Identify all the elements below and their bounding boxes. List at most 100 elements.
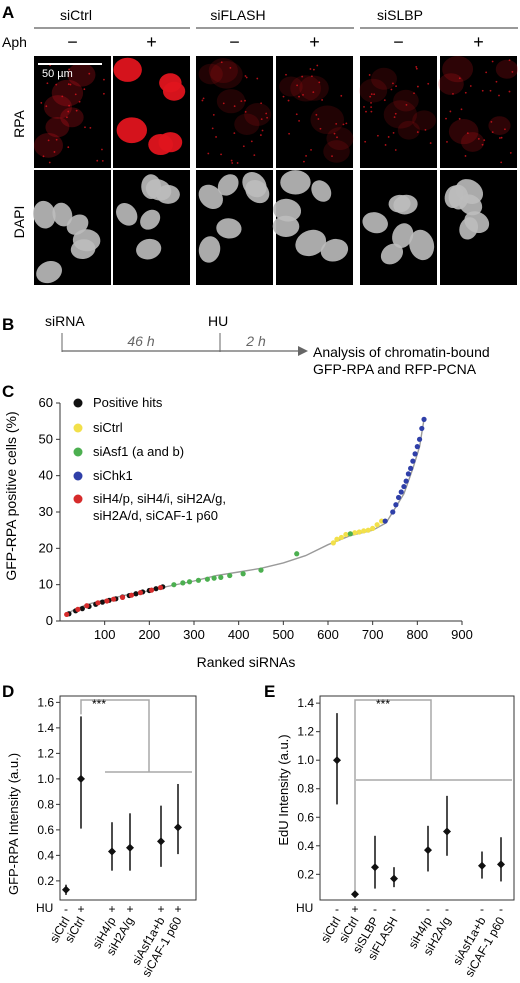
aph-sign: + [473, 32, 484, 52]
rpa-nucleus [60, 107, 84, 128]
chart-c-point [204, 576, 210, 582]
significance-stars: *** [92, 697, 106, 711]
rpa-focus [40, 101, 43, 104]
dapi-nucleus [273, 198, 302, 222]
rpa-focus [288, 132, 290, 135]
rpa-focus [364, 140, 367, 143]
chart-ytick-label: 1.0 [297, 753, 314, 767]
row-label-rpa: RPA [11, 109, 27, 137]
rpa-focus [282, 95, 285, 98]
rpa-nucleus [299, 75, 329, 101]
chart-c-point [347, 531, 353, 537]
dapi-nucleus [216, 218, 242, 239]
rpa-nucleus [45, 116, 70, 138]
chart-c-point [338, 534, 344, 541]
chart-c-point [148, 587, 155, 593]
rpa-focus [469, 85, 472, 87]
rpa-focus [310, 148, 312, 151]
rpa-nucleus [393, 89, 419, 112]
rpa-focus [318, 81, 321, 84]
rpa-image-tile [360, 56, 437, 168]
rpa-nucleus [488, 116, 511, 135]
rpa-focus [369, 95, 372, 98]
rpa-focus [89, 126, 92, 129]
chart-c-legend-label: siH4/p, siH4/i, siH2A/g, [93, 491, 226, 506]
hu-state-label: + [108, 902, 115, 916]
mean-marker [371, 863, 379, 872]
chart-c-point [395, 494, 402, 501]
rpa-focus [394, 112, 397, 115]
chart-ytick-label: 0.4 [37, 848, 54, 862]
mean-marker [351, 890, 359, 899]
rpa-focus [265, 112, 268, 115]
rpa-focus [53, 151, 56, 153]
chart-c-legend-marker [73, 494, 83, 504]
dapi-nucleus [136, 238, 162, 260]
panel-e: E EdU Intensity (a.u.) HU 0.2 0.4 0.6 0.8 1.… [264, 682, 515, 979]
chart-c-legend-label: siH2A/d, siCAF-1 p60 [93, 508, 218, 523]
chart-ytick-label: 1.4 [297, 696, 314, 710]
rpa-nucleus [359, 78, 388, 103]
rpa-focus [446, 140, 448, 143]
hu-state-label: - [64, 902, 68, 916]
panel-e-letter: E [264, 682, 275, 701]
chart-ytick-label: 0.2 [297, 867, 314, 881]
rpa-focus [485, 71, 488, 74]
rpa-focus [319, 127, 322, 130]
rpa-focus [78, 100, 81, 103]
rpa-focus [301, 75, 304, 78]
rpa-focus [230, 159, 233, 162]
chart-c-point [84, 603, 90, 609]
aph-sign: − [229, 32, 240, 52]
hu-state-label: - [480, 902, 484, 916]
rpa-focus [368, 74, 371, 76]
rpa-focus [101, 148, 103, 151]
rpa-focus [244, 99, 246, 102]
rpa-focus [202, 97, 205, 100]
chart-c-point [379, 518, 385, 524]
rpa-nucleus [43, 95, 72, 119]
rpa-focus [387, 136, 390, 138]
rpa-image-tile [34, 56, 111, 168]
dapi-nucleus [409, 229, 435, 261]
rpa-focus [445, 117, 447, 120]
rpa-focus [303, 160, 305, 163]
dapi-nucleus [242, 172, 267, 198]
chart-c-point [95, 600, 101, 606]
mean-marker [390, 874, 398, 883]
rpa-focus [67, 83, 70, 86]
chart-d-hu-label: HU [36, 901, 53, 915]
rpa-focus [233, 105, 236, 108]
rpa-focus [222, 102, 225, 105]
rpa-image-tile [276, 56, 353, 168]
aph-sign: − [67, 32, 78, 52]
rpa-focus [88, 72, 91, 75]
chart-c-point [352, 530, 358, 536]
timeline-duration-2: 2 h [245, 333, 266, 349]
chart-c-ytick-label: 20 [39, 540, 53, 555]
mean-marker [108, 847, 116, 856]
chart-c-legend-label: siAsf1 (a and b) [93, 444, 184, 459]
aph-label: Aph [2, 34, 27, 50]
rpa-focus [236, 162, 239, 164]
rpa-focus [370, 106, 373, 109]
rpa-focus [103, 78, 105, 81]
dapi-nucleus [444, 185, 464, 209]
dapi-nucleus [33, 200, 56, 229]
rpa-focus [415, 67, 418, 70]
rpa-nucleus [310, 105, 345, 135]
chart-c-legend-marker [73, 471, 83, 481]
rpa-focus [67, 146, 70, 149]
rpa-nucleus [67, 62, 96, 87]
rpa-nucleus [116, 117, 147, 144]
rpa-focus [96, 159, 99, 162]
aph-sign: − [393, 32, 404, 52]
chart-e-hu-label: HU [296, 901, 313, 915]
chart-c-legend-marker [73, 398, 83, 408]
chart-c-point [416, 436, 423, 442]
chart-c-ytick-label: 0 [46, 613, 53, 628]
chart-c-point [111, 596, 117, 602]
chart-c-point [393, 502, 399, 508]
rpa-focus [370, 110, 373, 113]
